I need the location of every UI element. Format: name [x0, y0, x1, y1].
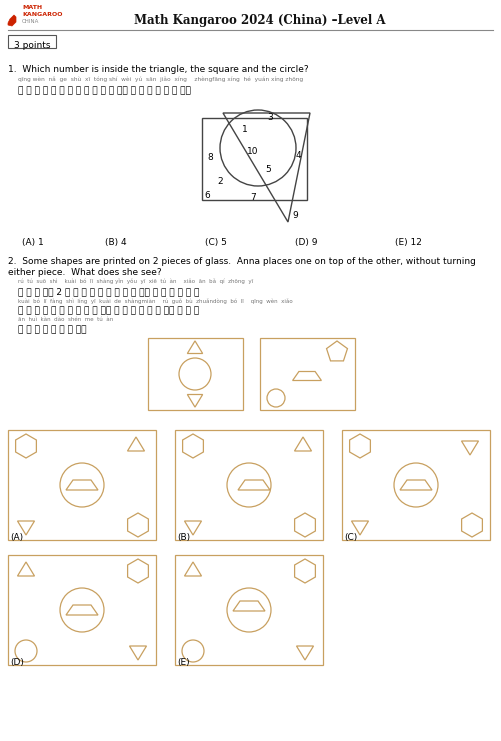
Text: rú  tú  suō  shì    kuài  bó  lī  shàng yǐn  yǒu  yī  xiē  tú  àn    xiǎo  ān  b: rú tú suō shì kuài bó lī shàng yǐn yǒu y… [18, 279, 253, 285]
Bar [8, 555, 156, 665]
Text: qīng wèn  nǎ  ge  shù  xī  tóng shí  wèi  yú  sān  jiǎo  xíng    zhèngfāng xíng : qīng wèn nǎ ge shù xī tóng shí wèi yú sā… [18, 76, 303, 82]
Text: ān  huì  kàn  dào  shén  me  tú  àn: ān huì kàn dào shén me tú àn [18, 317, 113, 322]
Text: 9: 9 [292, 211, 298, 221]
Text: 如 图 所 示， 2 块 玻 璃 上 印 有 一 些 图 案。 小 安 把 其 中 一: 如 图 所 示， 2 块 玻 璃 上 印 有 一 些 图 案。 小 安 把 其 … [18, 287, 199, 296]
Text: (C) 5: (C) 5 [205, 238, 227, 247]
Text: 2: 2 [217, 176, 223, 185]
Text: kuài  bó  lī  fàng  shì  líng  yī  kuài  de  shàngmiàn    rú  guǒ  bù  zhuǎndòng: kuài bó lī fàng shì líng yī kuài de shàn… [18, 298, 293, 304]
Text: (C): (C) [344, 533, 357, 542]
Text: 块 玻 璃 放 在 另 一 块 的 上 面。 如 果 不 转 动 玻 璃， 请 问 小: 块 玻 璃 放 在 另 一 块 的 上 面。 如 果 不 转 动 玻 璃， 请 … [18, 306, 199, 315]
Text: MATH: MATH [22, 5, 42, 10]
Text: either piece.  What does she see?: either piece. What does she see? [8, 268, 162, 277]
Text: CHINA: CHINA [22, 19, 40, 24]
Text: 3 points: 3 points [14, 41, 50, 50]
Text: (E): (E) [177, 658, 189, 667]
Text: 安 会 看 到 什 么 图 案？: 安 会 看 到 什 么 图 案？ [18, 325, 87, 334]
Bar [202, 118, 307, 200]
Text: (B): (B) [177, 533, 190, 542]
Text: 10: 10 [247, 147, 259, 156]
Text: (D) 9: (D) 9 [295, 238, 318, 247]
Bar [175, 430, 323, 540]
Polygon shape [8, 15, 16, 26]
Bar [148, 338, 243, 410]
Text: (D): (D) [10, 658, 24, 667]
Bar [175, 555, 323, 665]
Text: 8: 8 [207, 153, 213, 162]
Text: (E) 12: (E) 12 [395, 238, 422, 247]
Bar [342, 430, 490, 540]
Text: KANGAROO: KANGAROO [22, 12, 63, 17]
Text: 7: 7 [250, 193, 256, 202]
Bar [8, 35, 56, 48]
Text: 请 问 哪 个 数 字 同 时 位 于 三 角 形， 正 方 形 和 圆 形 中？: 请 问 哪 个 数 字 同 时 位 于 三 角 形， 正 方 形 和 圆 形 中… [18, 86, 191, 95]
Text: 6: 6 [204, 191, 210, 201]
Text: 3: 3 [267, 113, 273, 122]
Bar [8, 430, 156, 540]
Text: 5: 5 [265, 165, 271, 174]
Text: (A): (A) [10, 533, 23, 542]
Text: 2.  Some shapes are printed on 2 pieces of glass.  Anna places one on top of the: 2. Some shapes are printed on 2 pieces o… [8, 257, 476, 266]
Text: Math Kangaroo 2024 (China) –Level A: Math Kangaroo 2024 (China) –Level A [134, 14, 386, 27]
Bar [260, 338, 355, 410]
Text: (A) 1: (A) 1 [22, 238, 44, 247]
Text: 1: 1 [242, 125, 248, 135]
Text: (B) 4: (B) 4 [105, 238, 127, 247]
Text: 1.  Which number is inside the triangle, the square and the circle?: 1. Which number is inside the triangle, … [8, 65, 309, 74]
Text: 4: 4 [295, 150, 301, 159]
